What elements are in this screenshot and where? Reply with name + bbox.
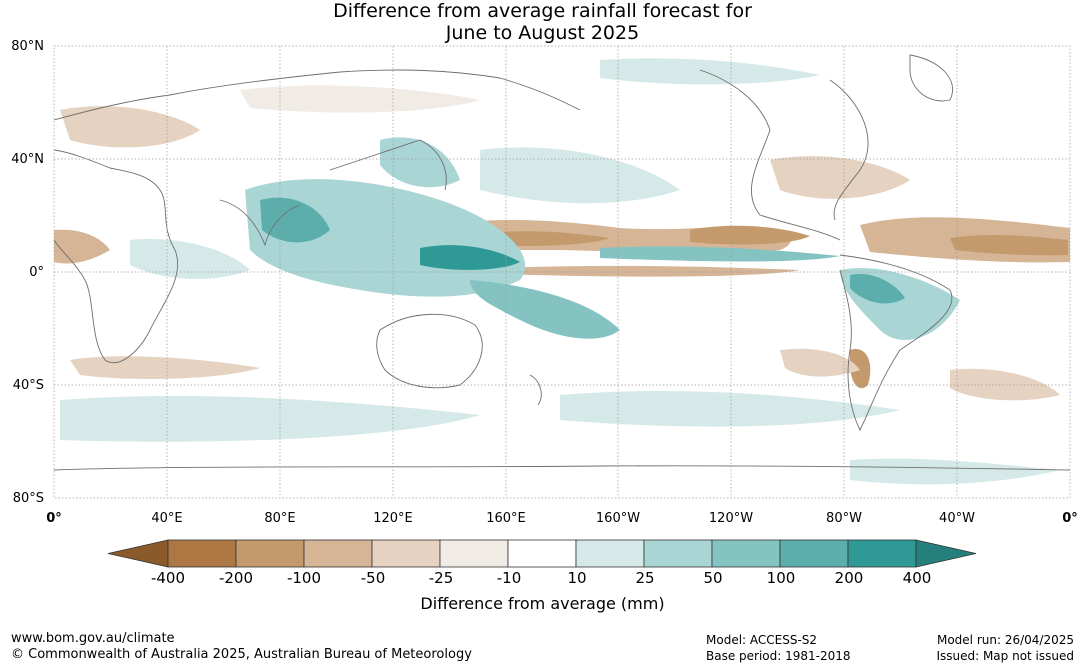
footer-copyright: © Commonwealth of Australia 2025, Austra… bbox=[11, 647, 472, 662]
wet-region-east-asia bbox=[380, 137, 460, 188]
colorbar-tick-label: 50 bbox=[703, 569, 723, 587]
colorbar-tick-label: 400 bbox=[902, 569, 932, 587]
lon-label-0-left: 0° bbox=[46, 511, 62, 526]
map-title-line-1: Difference from average rainfall forecas… bbox=[333, 0, 752, 22]
dry-region-north-asia bbox=[240, 85, 480, 113]
lon-label-120w: 120°W bbox=[708, 511, 754, 526]
map-frame bbox=[53, 45, 1071, 499]
dry-region-equatorial-pacific bbox=[500, 265, 800, 277]
colorbar-tick-label: 10 bbox=[567, 569, 587, 587]
lon-label-80w: 80°W bbox=[826, 511, 862, 526]
lat-label-equator: 0° bbox=[29, 265, 44, 280]
coast-north-america bbox=[699, 69, 841, 241]
wet-region-antarctic bbox=[850, 458, 1060, 485]
footer-base-period: Base period: 1981-2018 bbox=[706, 649, 851, 663]
anomaly-fields bbox=[54, 58, 1070, 485]
coastlines bbox=[54, 54, 1070, 471]
coast-greenland bbox=[909, 54, 954, 102]
wet-region-southern-ocean-1 bbox=[60, 395, 480, 442]
graticule bbox=[54, 46, 1070, 498]
colorbar-tick-label: -100 bbox=[286, 569, 322, 587]
colorbar-tick-label: -400 bbox=[150, 569, 186, 587]
dry-region-west-africa bbox=[54, 229, 110, 264]
colorbar-tick-label: 200 bbox=[834, 569, 864, 587]
coast-india bbox=[219, 199, 301, 247]
footer-model-run: Model run: 26/04/2025 bbox=[936, 633, 1074, 647]
wet-region-south-pacific-convergence bbox=[470, 280, 620, 339]
lat-label-40n: 40°N bbox=[11, 152, 44, 167]
wet-region-north-pacific bbox=[480, 147, 680, 204]
colorbar-tick-label: -200 bbox=[218, 569, 254, 587]
lon-label-80e: 80°E bbox=[264, 511, 296, 526]
colorbar-tick-label: -25 bbox=[428, 569, 454, 587]
lon-label-160w: 160°W bbox=[595, 511, 641, 526]
lon-label-120e: 120°E bbox=[373, 511, 413, 526]
colorbar-tick-label: 100 bbox=[766, 569, 796, 587]
colorbar-title: Difference from average (mm) bbox=[420, 594, 665, 613]
footer-model: Model: ACCESS-S2 bbox=[706, 633, 818, 647]
coast-south-america bbox=[839, 254, 953, 432]
wet-region-west-pacific-core bbox=[420, 245, 520, 270]
wet-region-southern-ocean-2 bbox=[560, 390, 900, 427]
dry-region-atlantic-core bbox=[950, 234, 1068, 256]
colorbar-tick-label: -50 bbox=[360, 569, 386, 587]
coast-north-america-east bbox=[829, 79, 869, 221]
wet-region-east-pacific bbox=[600, 246, 840, 262]
footer-url: www.bom.gov.au/climate bbox=[11, 631, 175, 646]
wet-region-bay-of-bengal-core bbox=[260, 197, 330, 243]
lon-label-160e: 160°E bbox=[486, 511, 526, 526]
map-title-line-2: June to August 2025 bbox=[445, 22, 640, 44]
dry-region-europe bbox=[60, 106, 200, 148]
dry-region-north-atlantic bbox=[770, 156, 910, 199]
coast-europe-asia bbox=[54, 69, 581, 121]
coast-new-zealand bbox=[529, 374, 542, 406]
coast-africa bbox=[54, 149, 179, 364]
lat-label-40s: 40°S bbox=[12, 378, 44, 393]
coast-east-asia bbox=[329, 139, 447, 191]
dry-region-south-pacific bbox=[780, 348, 860, 377]
dry-region-central-america bbox=[690, 225, 810, 245]
wet-region-arctic bbox=[600, 58, 820, 85]
dry-anomaly-regions bbox=[54, 85, 1070, 401]
wet-region-indian-ocean bbox=[130, 239, 250, 280]
footer-issued: Issued: Map not issued bbox=[936, 649, 1074, 663]
lon-label-40w: 40°W bbox=[939, 511, 975, 526]
dry-region-south-atlantic bbox=[950, 368, 1060, 401]
coast-antarctica bbox=[54, 465, 1070, 471]
lon-label-0-right: 0° bbox=[1062, 511, 1078, 526]
colorbar-tick-label: 25 bbox=[635, 569, 655, 587]
lon-label-40e: 40°E bbox=[151, 511, 183, 526]
colorbar-tick-label: -10 bbox=[496, 569, 522, 587]
wet-region-amazon-core bbox=[850, 273, 905, 304]
rainfall-anomaly-map bbox=[53, 45, 1071, 499]
wet-anomaly-regions bbox=[60, 58, 1060, 485]
dry-region-south-america-tip bbox=[850, 349, 871, 389]
lat-label-80s: 80°S bbox=[12, 491, 44, 506]
lat-label-80n: 80°N bbox=[11, 39, 44, 54]
